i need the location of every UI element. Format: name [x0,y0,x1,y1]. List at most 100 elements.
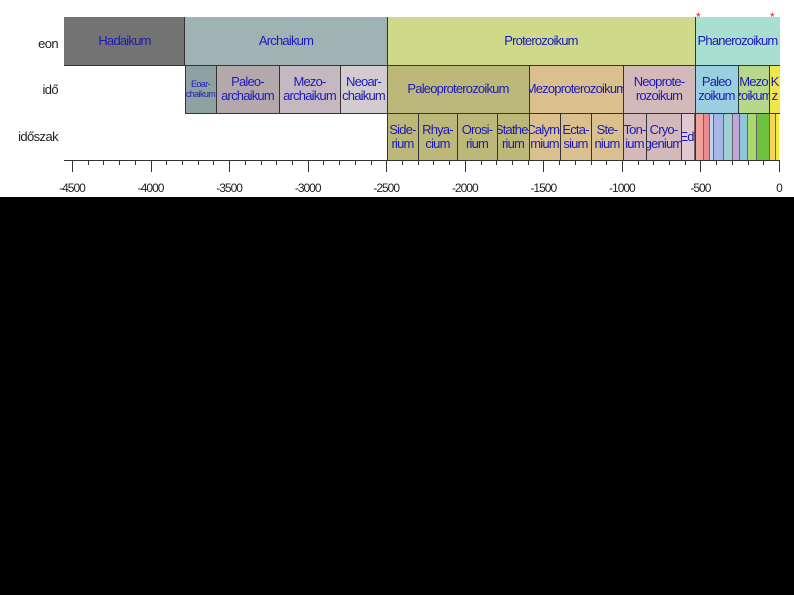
period-band-devon [713,113,723,160]
period-band-karbon [722,113,732,160]
period-band-kambrium [694,113,703,160]
axis-minor-tick [370,160,372,165]
axis-tick-label: -4000 [137,181,165,195]
eon-archaikum: Archaikum [185,17,387,65]
period-band-triasz [739,113,748,160]
axis-major-tick [72,160,73,172]
eon-hadaikum: Hadaikum [64,17,185,65]
axis-minor-tick [606,160,608,165]
row-label-idoszak: időszak [18,129,58,144]
divider [591,113,592,160]
geologic-timescale-panel: eon idő időszak Hadaikum Archaikum Prote… [0,0,794,197]
axis-minor-tick [354,160,356,165]
axis-minor-tick [449,160,451,165]
axis-minor-tick [103,160,105,165]
axis-minor-tick [276,160,278,165]
era-eoarchaikum: Eoar- chaikum [185,65,216,113]
axis-tick-label: 0 [776,181,783,195]
divider [457,113,458,160]
axis-minor-tick [197,160,199,165]
divider [340,65,341,113]
axis-minor-tick [401,160,403,165]
axis-minor-tick [574,160,576,165]
axis-major-tick [386,160,388,172]
divider [418,113,419,160]
axis-minor-tick [339,160,341,165]
axis-minor-tick [182,160,183,165]
period-statherium: Stathe- rium [497,113,529,160]
axis-minor-tick [87,160,89,165]
period-band-neogen [775,113,779,160]
row-divider [185,113,780,114]
axis-major-tick [779,160,780,172]
axis-tick-label: -2500 [373,181,400,195]
axis-minor-tick [559,160,560,165]
divider [184,17,185,65]
axis-tick-label: -3500 [216,181,243,195]
axis-minor-tick [134,160,136,165]
axis-minor-tick [716,160,718,165]
axis-minor-tick [496,160,498,165]
divider [216,65,217,113]
row-label-eon: eon [38,36,58,51]
axis-minor-tick [527,160,529,165]
divider [646,113,647,160]
period-siderium: Side- rium [387,113,418,160]
axis-minor-tick [763,160,765,165]
axis-tick-label: -500 [690,181,711,195]
era-paleoproterozoikum: Paleoproterozoikum [387,65,529,113]
axis-major-tick [543,160,545,172]
divider [623,65,624,160]
axis-tick-label: -2000 [451,181,479,195]
axis-major-tick [150,160,152,172]
marker-star-cambrian: * [696,10,701,24]
period-band-ordovicium [702,113,710,160]
axis-minor-tick [417,160,419,165]
period-stenium: Ste- nium [591,113,623,160]
era-kenozoikum: K z [769,65,780,113]
axis-minor-tick [669,160,670,165]
period-cryogenium: Cryo- genium [646,113,681,160]
period-band-jura [747,113,757,160]
eon-phanerozoikum: Phanerozoikum [695,17,780,65]
axis-major-tick [229,160,231,172]
row-label-ido: idő [42,82,58,97]
axis-tick-label: -4500 [59,181,86,195]
era-paleoarchaikum: Paleo- archaikum [216,65,279,113]
divider [738,65,739,113]
era-paleozoikum: Paleo zoikum [695,65,738,113]
period-band-kreta [756,113,769,160]
axis-major-tick [700,160,702,172]
axis-minor-tick [292,160,293,165]
axis-minor-tick [511,160,513,165]
axis-minor-tick [590,160,592,165]
period-tonium: Ton- ium [623,113,646,160]
axis-line [64,160,780,161]
era-neoarchaikum: Neoar- chaikum [340,65,387,113]
period-calymmium: Calym- mium [529,113,560,160]
row-divider [64,65,780,66]
axis-minor-tick [166,160,168,165]
period-band-paleogen [768,113,776,160]
divider [695,17,696,160]
axis-major-tick [307,160,309,172]
period-rhyacium: Rhya- cium [418,113,457,160]
eon-proterozoikum: Proterozoikum [387,17,695,65]
axis-major-tick [464,160,466,172]
axis-minor-tick [731,160,733,165]
axis-minor-tick [433,160,435,165]
divider [279,65,280,113]
period-ectasium: Ecta- sium [560,113,591,160]
divider [769,65,770,113]
era-mezozoikum: Mezo zoikum [738,65,769,113]
divider [560,113,561,160]
period-orosirium: Orosi- rium [457,113,497,160]
axis-minor-tick [244,160,246,165]
axis-minor-tick [213,160,215,165]
axis-minor-tick [480,160,482,165]
divider [529,65,530,160]
axis-tick-label: -1500 [530,181,557,195]
period-band-szilur [709,113,714,160]
axis-minor-tick [684,160,686,165]
period-ediacarium: Ed. [681,113,695,160]
